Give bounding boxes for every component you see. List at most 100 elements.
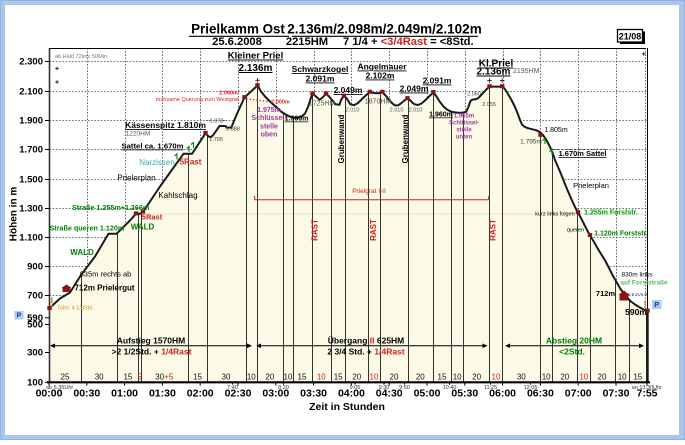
svg-text:30: 30 bbox=[95, 372, 104, 381]
svg-text:15: 15 bbox=[298, 372, 307, 381]
svg-text:Aufstieg 1570HM: Aufstieg 1570HM bbox=[117, 336, 186, 346]
svg-text:1725HM: 1725HM bbox=[309, 101, 336, 108]
svg-text:30: 30 bbox=[222, 372, 231, 381]
svg-text:1.255m Forststr.: 1.255m Forststr. bbox=[584, 210, 638, 217]
svg-text:Grubenwand: Grubenwand bbox=[401, 114, 410, 163]
svg-text:Kässenspitz 1.810m: Kässenspitz 1.810m bbox=[125, 120, 206, 130]
svg-text:Abstieg 20HM: Abstieg 20HM bbox=[546, 336, 602, 346]
svg-text:03:00: 03:00 bbox=[262, 388, 289, 400]
svg-text:20: 20 bbox=[598, 372, 607, 381]
svg-text:2.091m: 2.091m bbox=[306, 74, 335, 84]
svg-text:Prielerplan: Prielerplan bbox=[573, 181, 609, 190]
svg-text:1220HM: 1220HM bbox=[126, 131, 151, 138]
svg-text:WALD: WALD bbox=[70, 248, 94, 257]
svg-text:06:00: 06:00 bbox=[489, 388, 516, 400]
svg-text:2.136m: 2.136m bbox=[239, 63, 273, 74]
svg-text:9:05: 9:05 bbox=[350, 385, 361, 391]
svg-text:>2 1/2Std. + 1/4Rast: >2 1/2Std. + 1/4Rast bbox=[112, 347, 192, 357]
svg-text:1.500: 1.500 bbox=[19, 175, 43, 186]
svg-text:Kleiner Priel: Kleiner Priel bbox=[228, 51, 283, 62]
svg-text:05:30: 05:30 bbox=[451, 388, 478, 400]
svg-text:auf Forststraße: auf Forststraße bbox=[620, 280, 668, 287]
svg-text:835m rechts ab: 835m rechts ab bbox=[80, 270, 132, 279]
svg-text:2.055: 2.055 bbox=[482, 102, 496, 108]
svg-text:RAST: RAST bbox=[369, 219, 378, 241]
svg-text:04:00: 04:00 bbox=[338, 388, 365, 400]
svg-text:Schwarzkogel: Schwarzkogel bbox=[292, 64, 349, 74]
svg-text:15: 15 bbox=[438, 372, 447, 381]
svg-text:2.010: 2.010 bbox=[346, 108, 360, 114]
svg-text:5Rast: 5Rast bbox=[142, 213, 163, 222]
svg-text:2.136m/2.098m/2.049m/2.102m: 2.136m/2.098m/2.049m/2.102m bbox=[287, 22, 481, 37]
svg-text:1.670m Sattel: 1.670m Sattel bbox=[559, 149, 607, 158]
svg-text:11:25: 11:25 bbox=[484, 385, 497, 391]
svg-text:8:20: 8:20 bbox=[278, 385, 289, 391]
svg-text:2.102m: 2.102m bbox=[366, 71, 395, 81]
svg-text:9:50: 9:50 bbox=[399, 385, 410, 391]
svg-text:712m: 712m bbox=[596, 289, 616, 298]
svg-text:1.965m: 1.965m bbox=[454, 114, 474, 120]
svg-text:Prielgrat I-II: Prielgrat I-II bbox=[352, 188, 386, 195]
svg-text:25.6.2008: 25.6.2008 bbox=[212, 36, 262, 48]
svg-text:Höhen in m: Höhen in m bbox=[9, 187, 20, 242]
svg-text:30: 30 bbox=[517, 372, 526, 381]
svg-text:01:00: 01:00 bbox=[111, 388, 138, 400]
svg-text:20: 20 bbox=[265, 372, 274, 381]
svg-text:2.091m: 2.091m bbox=[423, 76, 452, 86]
svg-text:830m links: 830m links bbox=[621, 272, 653, 279]
svg-text:1.900: 1.900 bbox=[19, 116, 43, 127]
svg-text:Angelmauer: Angelmauer bbox=[357, 62, 407, 72]
svg-text:1.975m: 1.975m bbox=[257, 107, 281, 114]
svg-text:10: 10 bbox=[492, 372, 501, 381]
svg-text:Schlüssel-: Schlüssel- bbox=[251, 115, 287, 122]
svg-text:ab 5.35Uhr: ab 5.35Uhr bbox=[46, 385, 73, 391]
svg-text:1.878: 1.878 bbox=[210, 118, 224, 124]
svg-text:7 1/4 + <3/4Rast = <8Std.: 7 1/4 + <3/4Rast = <8Std. bbox=[343, 36, 474, 48]
svg-text:1.795m: 1.795m bbox=[520, 139, 542, 146]
svg-text:2195HM: 2195HM bbox=[513, 68, 540, 75]
svg-text:Straße 1.255m+1.266m: Straße 1.255m+1.266m bbox=[72, 203, 149, 212]
svg-text:10: 10 bbox=[542, 372, 551, 381]
svg-text:Zeit in Stunden: Zeit in Stunden bbox=[309, 401, 385, 413]
svg-text:500: 500 bbox=[27, 320, 43, 331]
svg-text:15: 15 bbox=[334, 372, 343, 381]
svg-text:590m: 590m bbox=[625, 307, 647, 317]
svg-text:04:30: 04:30 bbox=[376, 388, 403, 400]
svg-text:Tafel: 4 1/8Std.: Tafel: 4 1/8Std. bbox=[57, 306, 94, 312]
svg-text:Kl.Priel: Kl.Priel bbox=[479, 59, 514, 70]
svg-text:Narzissen: Narzissen bbox=[139, 158, 175, 167]
svg-text:ab Hald 72km; 50Min.: ab Hald 72km; 50Min. bbox=[55, 54, 109, 60]
svg-text:7:40: 7:40 bbox=[227, 385, 238, 391]
svg-text:03:30: 03:30 bbox=[300, 388, 327, 400]
svg-text:10: 10 bbox=[453, 372, 462, 381]
svg-text:100: 100 bbox=[27, 378, 43, 389]
svg-text:2.000m: 2.000m bbox=[271, 100, 290, 106]
svg-text:1.805m: 1.805m bbox=[544, 127, 568, 134]
svg-text:P: P bbox=[654, 300, 659, 309]
svg-text:Kahlschlag: Kahlschlag bbox=[158, 191, 197, 200]
svg-text:5: 5 bbox=[137, 372, 142, 381]
svg-text:1.700: 1.700 bbox=[19, 145, 43, 156]
svg-text:20: 20 bbox=[416, 372, 425, 381]
svg-text:05:00: 05:00 bbox=[414, 388, 441, 400]
svg-text:10: 10 bbox=[579, 372, 588, 381]
svg-text:20: 20 bbox=[352, 372, 361, 381]
svg-text:10: 10 bbox=[370, 372, 379, 381]
svg-text:mühsame Querung zum Westgrat: mühsame Querung zum Westgrat bbox=[156, 97, 239, 103]
svg-text:Prielerplan: Prielerplan bbox=[117, 174, 155, 183]
svg-text:15: 15 bbox=[193, 372, 202, 381]
svg-text:00:30: 00:30 bbox=[73, 388, 100, 400]
svg-text:10:40: 10:40 bbox=[443, 385, 457, 391]
svg-text:30+5: 30+5 bbox=[155, 372, 174, 381]
svg-text:590: 590 bbox=[27, 313, 43, 324]
svg-text:stelle: stelle bbox=[260, 123, 278, 130]
svg-text:RAST: RAST bbox=[488, 219, 497, 241]
svg-text:15: 15 bbox=[633, 372, 642, 381]
svg-text:1.960m: 1.960m bbox=[285, 116, 309, 123]
svg-text:06:30: 06:30 bbox=[527, 388, 554, 400]
svg-text:9:30: 9:30 bbox=[379, 385, 390, 391]
svg-text:Sattel ca. 1.670m: Sattel ca. 1.670m bbox=[122, 142, 184, 151]
svg-text:10: 10 bbox=[247, 372, 256, 381]
svg-text:1870HM: 1870HM bbox=[365, 99, 392, 106]
svg-text:2 3/4 Std. + 1/4Rast: 2 3/4 Std. + 1/4Rast bbox=[327, 347, 404, 357]
